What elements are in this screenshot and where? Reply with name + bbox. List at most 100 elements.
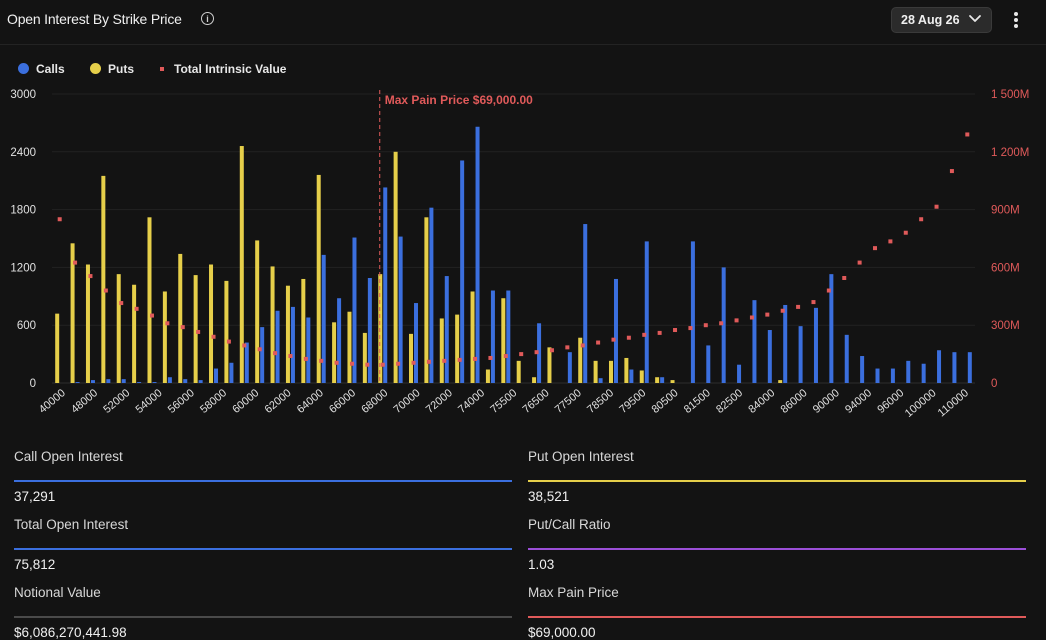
x-tick-label: 54000 — [134, 387, 165, 416]
intrinsic-value-point — [673, 328, 678, 333]
call-bar — [890, 368, 895, 383]
intrinsic-value-point — [703, 323, 708, 328]
max-pain-label: Max Pain Price $69,000.00 — [385, 93, 533, 107]
call-bar — [429, 207, 434, 383]
stats-panel: Call Open Interest 37,291 Put Open Inter… — [0, 440, 1046, 640]
intrinsic-value-point — [503, 354, 508, 359]
put-bar — [116, 274, 121, 383]
x-tick-label: 60000 — [230, 387, 261, 416]
date-dropdown[interactable]: 28 Aug 26 — [891, 7, 992, 33]
put-bar — [670, 380, 675, 383]
x-tick-label: 68000 — [359, 387, 390, 416]
call-bar — [783, 304, 788, 383]
intrinsic-value-point — [196, 329, 201, 334]
stat-value: 37,291 — [14, 489, 56, 504]
put-bar — [101, 175, 106, 383]
legend-calls[interactable]: Calls — [18, 62, 65, 76]
x-tick-label: 82500 — [714, 387, 745, 416]
intrinsic-value-point — [965, 132, 970, 137]
call-bar — [752, 300, 757, 383]
intrinsic-value-point — [442, 358, 447, 363]
put-bar — [209, 264, 214, 383]
intrinsic-value-point — [549, 348, 554, 353]
call-bar — [229, 362, 234, 383]
call-bar — [214, 368, 219, 383]
stat-underline — [528, 616, 1026, 618]
stat-value: $69,000.00 — [528, 625, 596, 640]
call-bar — [352, 237, 357, 383]
intrinsic-value-point — [303, 356, 308, 361]
y-left-tick-label: 1800 — [10, 205, 36, 217]
put-bar — [424, 217, 429, 383]
intrinsic-value-point — [273, 351, 278, 356]
put-bar — [162, 291, 167, 383]
call-bar — [475, 126, 480, 384]
legend-puts[interactable]: Puts — [90, 62, 134, 76]
intrinsic-value-point — [242, 343, 247, 348]
intrinsic-value-point — [749, 315, 754, 320]
call-bar — [306, 317, 311, 383]
call-bar — [244, 342, 249, 383]
call-bar — [152, 382, 157, 383]
call-bar — [613, 278, 618, 383]
put-bar — [624, 357, 629, 383]
y-left-tick-label: 1200 — [10, 262, 36, 274]
put-bar — [70, 243, 75, 383]
page-title: Open Interest By Strike Price — [7, 11, 182, 27]
open-interest-chart: 0 600 1200 1800 2400 3000 0 300M 600M 900M 1 200M 1… — [10, 89, 1029, 420]
y-right-tick-label: 900M — [991, 205, 1020, 217]
intrinsic-value-point — [796, 304, 801, 309]
put-bar — [516, 360, 521, 383]
intrinsic-value-point — [211, 334, 216, 339]
put-bar — [332, 322, 337, 383]
stat-value: 1.03 — [528, 557, 555, 572]
x-tick-label: 48000 — [69, 387, 100, 416]
x-tick-label: 78500 — [585, 387, 616, 416]
call-bar — [952, 352, 957, 383]
call-bar — [598, 378, 603, 383]
put-bar — [224, 280, 229, 383]
call-bar — [506, 290, 511, 383]
call-bar — [75, 382, 80, 383]
y-right-tick-label: 300M — [991, 320, 1020, 332]
intrinsic-value-point — [134, 306, 139, 311]
intrinsic-value-point — [257, 347, 262, 352]
intrinsic-value-point — [842, 275, 847, 280]
info-icon[interactable]: i — [201, 12, 214, 25]
call-bar — [537, 323, 542, 383]
intrinsic-value-point — [611, 337, 616, 342]
stat-label: Call Open Interest — [14, 449, 123, 464]
legend-intrinsic-value-label: Total Intrinsic Value — [174, 62, 287, 76]
intrinsic-value-point — [119, 301, 124, 306]
put-bar — [347, 311, 352, 383]
put-bar — [301, 278, 306, 383]
stat-value: $6,086,270,441.98 — [14, 625, 127, 640]
call-bar — [721, 267, 726, 383]
intrinsic-value-point — [288, 354, 293, 359]
call-bar — [644, 241, 649, 383]
put-bar — [655, 377, 660, 383]
put-bar — [270, 266, 275, 383]
put-bar — [316, 174, 321, 383]
intrinsic-value-point — [765, 312, 770, 317]
call-bar — [106, 379, 111, 383]
y-right-tick-label: 600M — [991, 262, 1020, 274]
x-tick-label: 90000 — [811, 387, 842, 416]
put-bar — [578, 337, 583, 383]
x-tick-label: 70000 — [392, 387, 423, 416]
more-options-icon[interactable] — [1009, 10, 1023, 30]
call-bar — [198, 380, 203, 383]
call-bar — [275, 310, 280, 383]
legend-calls-label: Calls — [36, 62, 65, 76]
call-bar — [829, 274, 834, 383]
intrinsic-value-point — [657, 330, 662, 335]
intrinsic-value-point — [349, 361, 354, 366]
put-bar — [178, 253, 183, 383]
x-tick-label: 80500 — [650, 387, 681, 416]
put-bar — [455, 314, 460, 383]
legend-intrinsic-value[interactable]: Total Intrinsic Value — [157, 62, 286, 76]
x-tick-label: 40000 — [37, 387, 68, 416]
put-bar — [147, 217, 152, 383]
date-dropdown-label: 28 Aug 26 — [901, 13, 960, 27]
intrinsic-value-point — [565, 345, 570, 350]
